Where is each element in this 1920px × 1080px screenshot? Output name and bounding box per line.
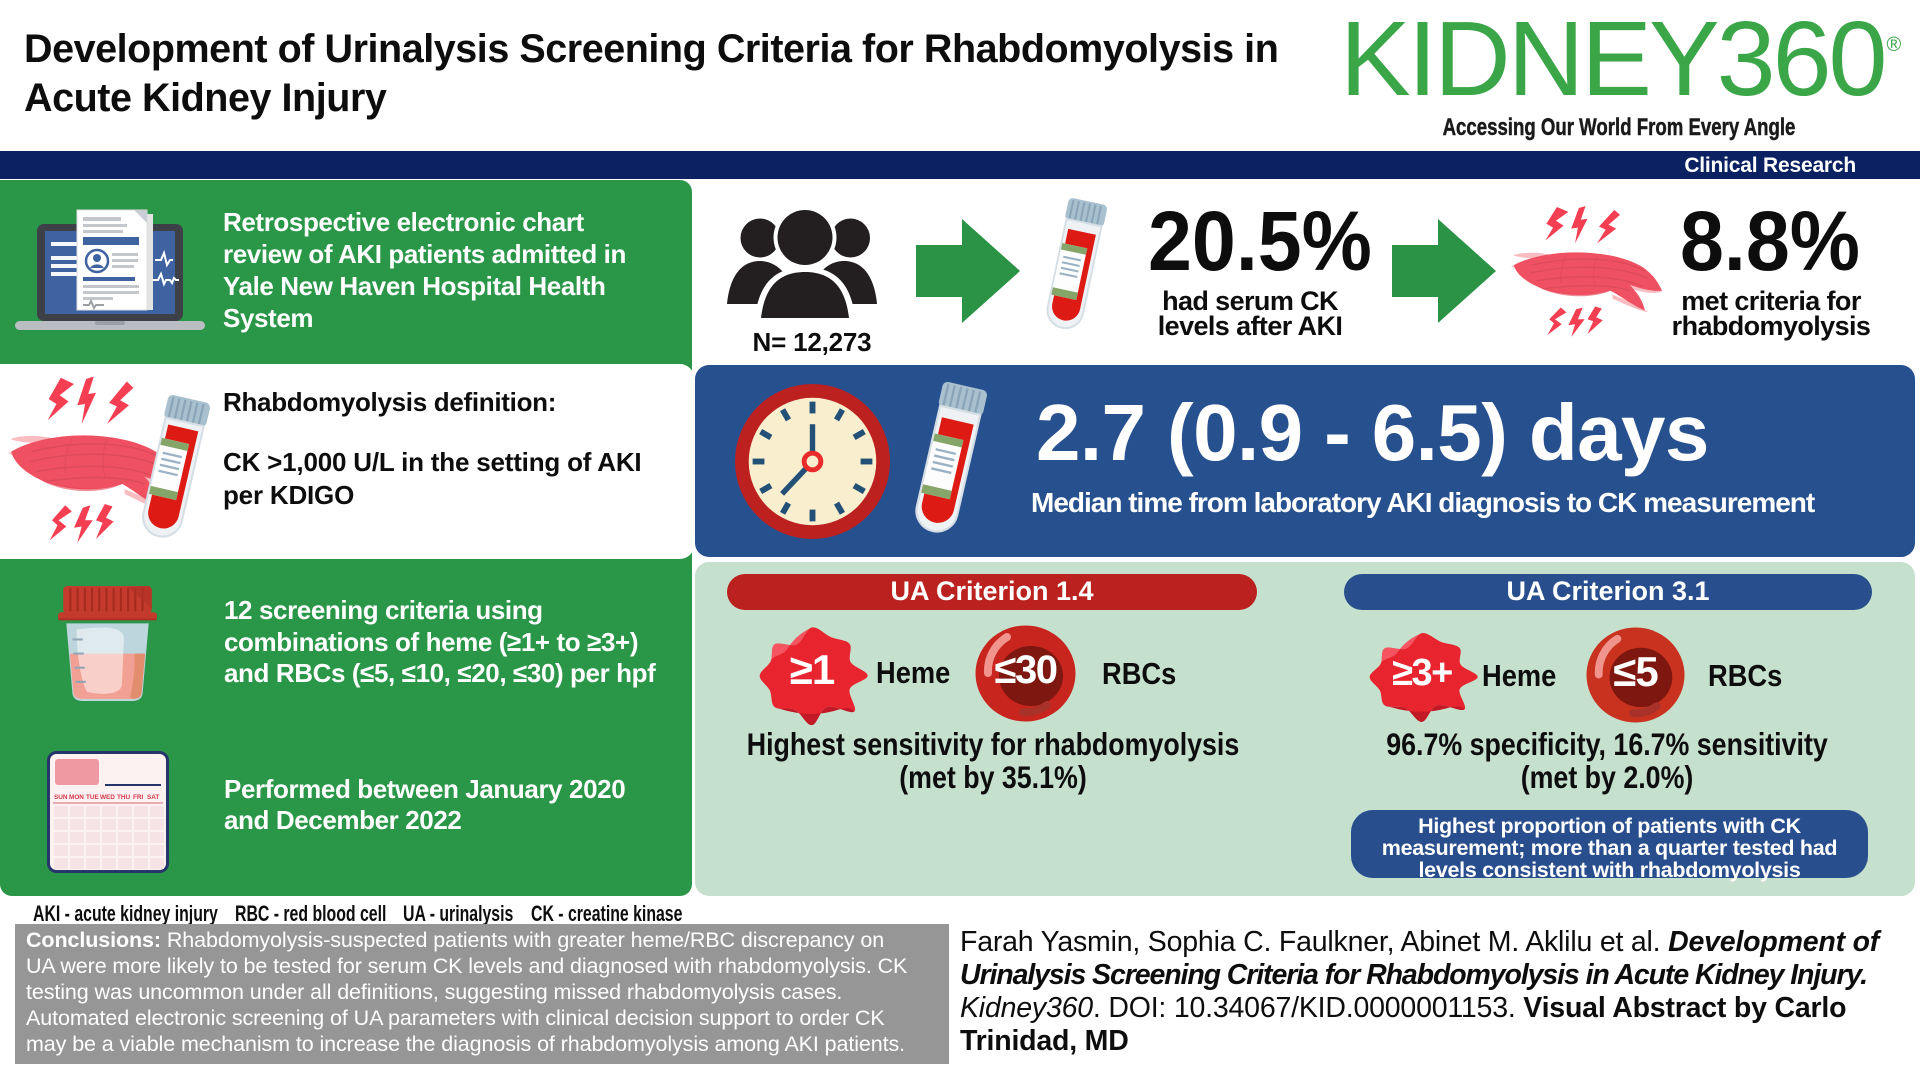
svg-text:MON: MON: [69, 794, 84, 801]
svg-text:SUN: SUN: [54, 794, 68, 801]
svg-text:THU: THU: [117, 794, 131, 801]
svg-text:FRI: FRI: [133, 794, 144, 801]
svg-text:WED: WED: [100, 794, 115, 801]
svg-text:SAT: SAT: [147, 794, 159, 801]
svg-text:TUE: TUE: [86, 794, 100, 801]
